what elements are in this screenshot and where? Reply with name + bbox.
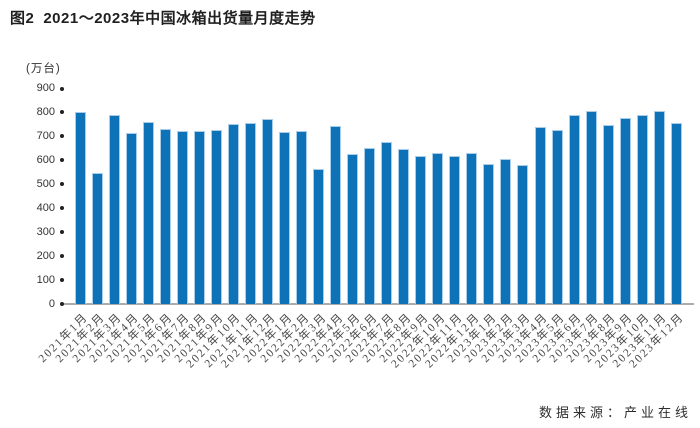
bar-2021年4月	[125, 133, 137, 304]
bar-2021年12月	[262, 118, 274, 304]
y-axis-tick-label: 0	[48, 297, 55, 310]
y-axis-tick-dot	[59, 302, 64, 306]
bar-2022年12月	[466, 153, 478, 304]
bar-2023年6月	[568, 114, 580, 304]
bar-2021年5月	[142, 122, 154, 304]
y-axis-tick-label: 500	[36, 177, 55, 190]
y-axis-tick-dot	[59, 86, 64, 91]
y-axis-tick-label: 600	[36, 153, 55, 166]
bar-2022年3月	[313, 168, 325, 304]
figure-number: 图2	[10, 10, 35, 27]
bar-2023年12月	[670, 122, 682, 304]
y-axis-tick-label: 100	[36, 273, 55, 286]
y-axis-tick-label: 400	[36, 201, 55, 214]
y-axis-tick-dot	[59, 110, 64, 115]
bar-2021年3月	[108, 114, 120, 304]
data-source-label: 数据来源：产业在线	[538, 405, 692, 420]
bar-2022年8月	[398, 149, 410, 304]
y-axis-tick-dot	[59, 206, 64, 211]
bar-2021年7月	[176, 131, 188, 304]
bar-2021年2月	[91, 172, 103, 304]
bar-2021年8月	[193, 131, 205, 304]
bar-2022年11月	[449, 155, 461, 304]
bar-2022年1月	[279, 131, 291, 304]
bar-2023年9月	[619, 117, 631, 304]
x-axis-line	[63, 303, 694, 305]
bar-2021年11月	[245, 122, 256, 304]
y-axis-tick-label: 700	[36, 129, 55, 142]
y-axis-tick-dot	[59, 134, 64, 139]
bar-2021年6月	[159, 129, 171, 304]
bar-2022年2月	[296, 131, 308, 304]
y-axis-tick-label: 800	[36, 105, 55, 118]
y-axis-tick-dot	[59, 278, 64, 283]
bar-2022年5月	[347, 153, 359, 304]
bar-2023年8月	[602, 125, 614, 304]
y-axis-unit-label: (万台)	[26, 63, 61, 75]
y-axis-tick-dot	[59, 254, 64, 259]
bar-2023年5月	[551, 130, 563, 304]
bar-2021年1月	[74, 112, 86, 304]
y-axis-tick-dot	[59, 182, 64, 187]
bar-2022年4月	[330, 125, 342, 304]
bar-2022年9月	[415, 155, 427, 304]
bar-2023年4月	[534, 126, 546, 304]
y-axis-tick-label: 300	[36, 225, 55, 238]
bar-2021年9月	[210, 130, 222, 304]
bar-2023年2月	[500, 158, 512, 304]
bar-2023年3月	[517, 165, 529, 304]
bar-2022年7月	[381, 141, 393, 304]
bar-2023年1月	[483, 164, 495, 304]
figure-title: 图2 2021～2023年中国冰箱出货量月度走势	[10, 7, 316, 28]
y-axis-tick-label: 200	[36, 249, 55, 262]
bar-2021年10月	[227, 124, 239, 304]
bar-2023年11月	[653, 110, 665, 304]
bar-2022年6月	[364, 147, 376, 304]
bar-2022年10月	[432, 153, 444, 304]
y-axis-tick-dot	[59, 158, 64, 163]
y-axis-tick-label: 900	[36, 82, 55, 94]
figure-title-text: 2021～2023年中国冰箱出货量月度走势	[43, 10, 316, 27]
bar-2023年7月	[585, 110, 597, 304]
y-axis-tick-dot	[59, 230, 64, 235]
bar-2023年10月	[636, 114, 648, 304]
